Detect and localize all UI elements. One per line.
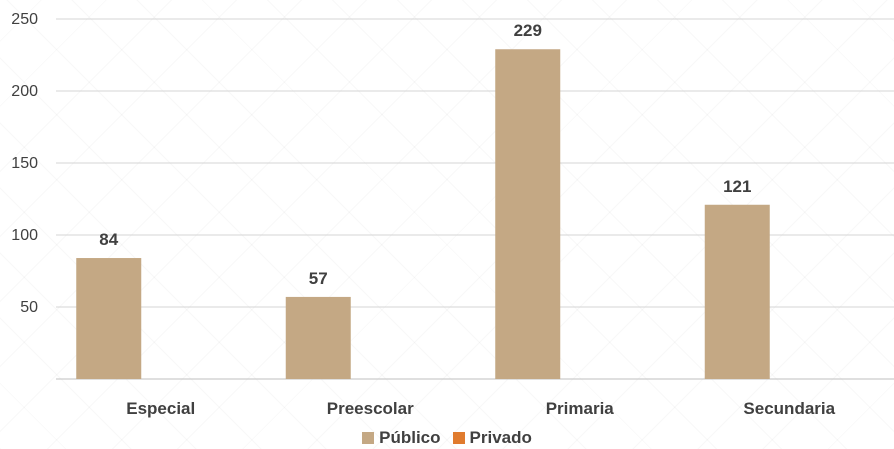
data-label-especial: 84 (99, 230, 118, 249)
x-axis-categories: Especial Preescolar Primaria Secundaria (126, 399, 835, 418)
y-tick-label: 100 (11, 227, 38, 244)
bar-primaria (495, 49, 561, 380)
bar-especial (76, 258, 142, 379)
data-label-secundaria: 121 (723, 177, 751, 196)
legend: Público Privado (0, 427, 894, 449)
legend-label-publico: Público (379, 428, 441, 447)
y-tick-label: 200 (11, 83, 38, 100)
data-label-primaria: 229 (514, 21, 542, 40)
legend-item-publico: Público (362, 428, 441, 448)
y-tick-label: 250 (11, 11, 38, 28)
data-labels: 84 57 229 121 (99, 21, 751, 288)
x-tick-label-primaria: Primaria (546, 399, 615, 418)
bar-secundaria (704, 204, 770, 379)
x-tick-label-especial: Especial (126, 399, 195, 418)
legend-swatch-privado (452, 432, 465, 444)
legend-item-privado: Privado (452, 428, 532, 448)
bars (76, 49, 770, 380)
x-tick-label-secundaria: Secundaria (743, 399, 835, 418)
x-tick-label-preescolar: Preescolar (327, 399, 414, 418)
bar-preescolar (285, 296, 351, 379)
legend-label-privado: Privado (469, 428, 532, 447)
legend-swatch-publico (362, 432, 375, 444)
data-label-preescolar: 57 (309, 269, 328, 288)
y-tick-label: 50 (20, 299, 38, 316)
y-axis-ticks: 50 100 150 200 250 (11, 11, 38, 316)
y-tick-label: 150 (11, 155, 38, 172)
